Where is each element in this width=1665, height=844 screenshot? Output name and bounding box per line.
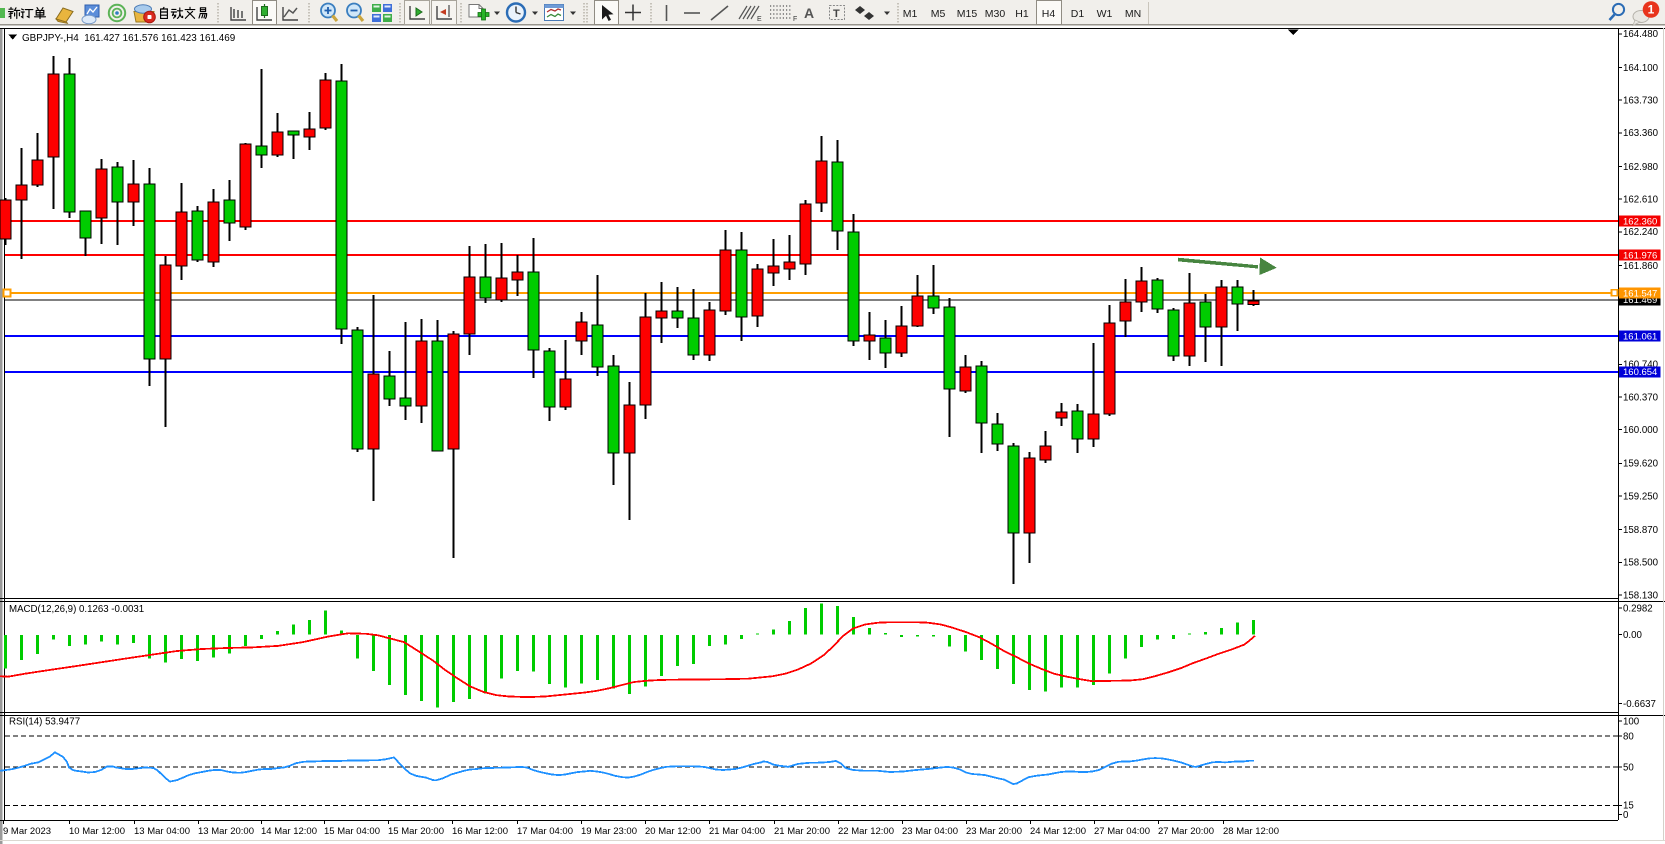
svg-text:1: 1 [1648,3,1655,17]
svg-text:MACD(12,26,9) 0.1263 -0.0031: MACD(12,26,9) 0.1263 -0.0031 [9,604,144,615]
svg-text:50: 50 [1623,762,1634,773]
svg-text:E: E [757,16,762,23]
svg-text:23 Mar 20:00: 23 Mar 20:00 [966,826,1022,837]
svg-text:16 Mar 12:00: 16 Mar 12:00 [452,826,508,837]
svg-text:162.610: 162.610 [1623,195,1659,206]
svg-text:159.620: 159.620 [1623,459,1659,470]
svg-text:M30: M30 [985,8,1006,20]
svg-text:161.061: 161.061 [1623,331,1657,342]
svg-text:162.360: 162.360 [1623,217,1657,228]
svg-text:15 Mar 04:00: 15 Mar 04:00 [324,826,380,837]
svg-text:W1: W1 [1097,8,1113,20]
svg-text:RSI(14) 53.9477: RSI(14) 53.9477 [9,717,80,728]
svg-text:H4: H4 [1042,8,1056,20]
svg-text:161.976: 161.976 [1623,250,1657,261]
svg-text:F: F [793,16,797,23]
svg-text:161.547: 161.547 [1623,288,1657,299]
svg-text:GBPJPY-,H4 161.427 161.576 16: GBPJPY-,H4 161.427 161.576 161.423 161.4… [22,33,236,44]
svg-text:163.360: 163.360 [1623,128,1659,139]
svg-text:163.730: 163.730 [1623,96,1659,107]
svg-text:13 Mar 20:00: 13 Mar 20:00 [198,826,254,837]
svg-text:10 Mar 12:00: 10 Mar 12:00 [69,826,125,837]
svg-text:D1: D1 [1071,8,1085,20]
svg-text:162.240: 162.240 [1623,227,1659,238]
svg-text:21 Mar 20:00: 21 Mar 20:00 [774,826,830,837]
svg-text:17 Mar 04:00: 17 Mar 04:00 [517,826,573,837]
svg-text:MN: MN [1125,8,1141,20]
svg-text:T: T [833,8,840,20]
svg-text:9 Mar 2023: 9 Mar 2023 [3,826,51,837]
svg-text:164.480: 164.480 [1623,29,1659,40]
svg-text:H1: H1 [1015,8,1029,20]
svg-text:159.250: 159.250 [1623,491,1659,502]
svg-text:15: 15 [1623,801,1634,812]
svg-text:19 Mar 23:00: 19 Mar 23:00 [581,826,637,837]
svg-text:22 Mar 12:00: 22 Mar 12:00 [838,826,894,837]
svg-text:27 Mar 20:00: 27 Mar 20:00 [1158,826,1214,837]
svg-text:158.500: 158.500 [1623,558,1659,569]
svg-text:158.130: 158.130 [1623,590,1659,601]
svg-text:24 Mar 12:00: 24 Mar 12:00 [1030,826,1086,837]
svg-text:0.2982: 0.2982 [1623,603,1653,614]
svg-text:164.100: 164.100 [1623,63,1659,74]
svg-text:M5: M5 [931,8,946,20]
svg-text:160.370: 160.370 [1623,392,1659,403]
svg-text:100: 100 [1623,716,1640,727]
svg-text:0.00: 0.00 [1623,630,1642,641]
svg-text:0: 0 [1623,810,1629,821]
svg-text:162.980: 162.980 [1623,162,1659,173]
svg-text:15 Mar 20:00: 15 Mar 20:00 [388,826,444,837]
svg-text:161.469: 161.469 [1623,295,1657,306]
svg-text:23 Mar 04:00: 23 Mar 04:00 [902,826,958,837]
svg-text:27 Mar 04:00: 27 Mar 04:00 [1094,826,1150,837]
svg-text:14 Mar 12:00: 14 Mar 12:00 [261,826,317,837]
svg-text:-0.6637: -0.6637 [1623,699,1656,710]
svg-text:160.000: 160.000 [1623,425,1659,436]
svg-text:13 Mar 04:00: 13 Mar 04:00 [134,826,190,837]
svg-text:M15: M15 [957,8,978,20]
svg-text:28 Mar 12:00: 28 Mar 12:00 [1223,826,1279,837]
svg-text:160.740: 160.740 [1623,360,1659,371]
svg-text:80: 80 [1623,732,1634,743]
svg-text:161.860: 161.860 [1623,261,1659,272]
svg-text:A: A [804,5,814,21]
svg-text:M1: M1 [903,8,918,20]
svg-text:160.654: 160.654 [1623,367,1657,378]
svg-text:20 Mar 12:00: 20 Mar 12:00 [645,826,701,837]
svg-text:158.870: 158.870 [1623,525,1659,536]
svg-text:21 Mar 04:00: 21 Mar 04:00 [709,826,765,837]
